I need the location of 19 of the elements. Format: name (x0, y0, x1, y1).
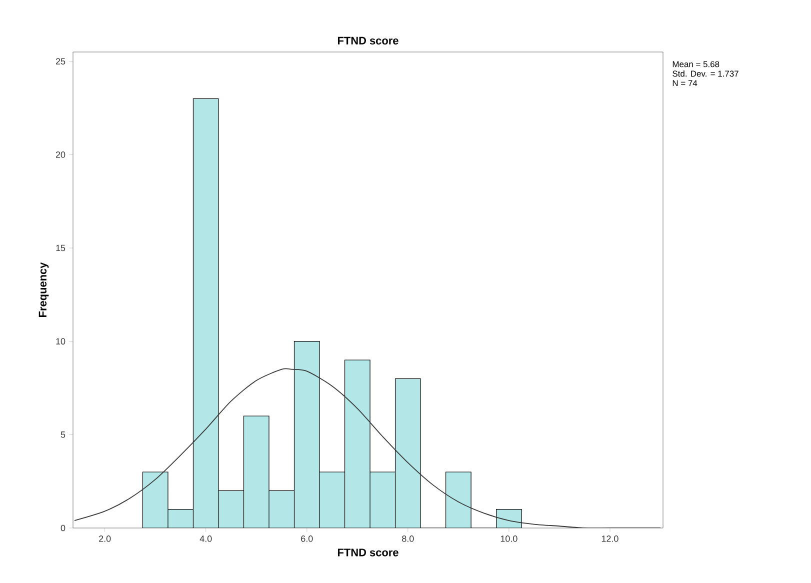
y-tick-label: 5 (60, 432, 66, 438)
x-tick-label: 10.0 (500, 536, 518, 542)
text: Std. Dev. = 1.737 (672, 70, 738, 77)
x-tick-label: 12.0 (602, 536, 618, 542)
y-tick-label: 15 (56, 244, 66, 252)
x-tick-label: 8.0 (402, 536, 414, 542)
y-tick-label: 10 (56, 338, 66, 345)
y-tick-label: 0 (60, 524, 66, 532)
text: Mean = 5.68 (672, 61, 720, 68)
line-series (74, 368, 661, 528)
y-tick-label: 25 (56, 58, 66, 65)
y-tick-label: 20 (56, 151, 66, 158)
x-tick-label: 6.0 (301, 536, 313, 542)
x-axis-title: FTND score (338, 548, 398, 556)
text: N = 74 (672, 80, 698, 86)
x-tick-label: 2.0 (99, 536, 111, 542)
chart-title: FTND score (338, 36, 398, 44)
y-axis-title: Frequency (38, 262, 49, 317)
x-tick-label: 4.0 (200, 536, 212, 542)
